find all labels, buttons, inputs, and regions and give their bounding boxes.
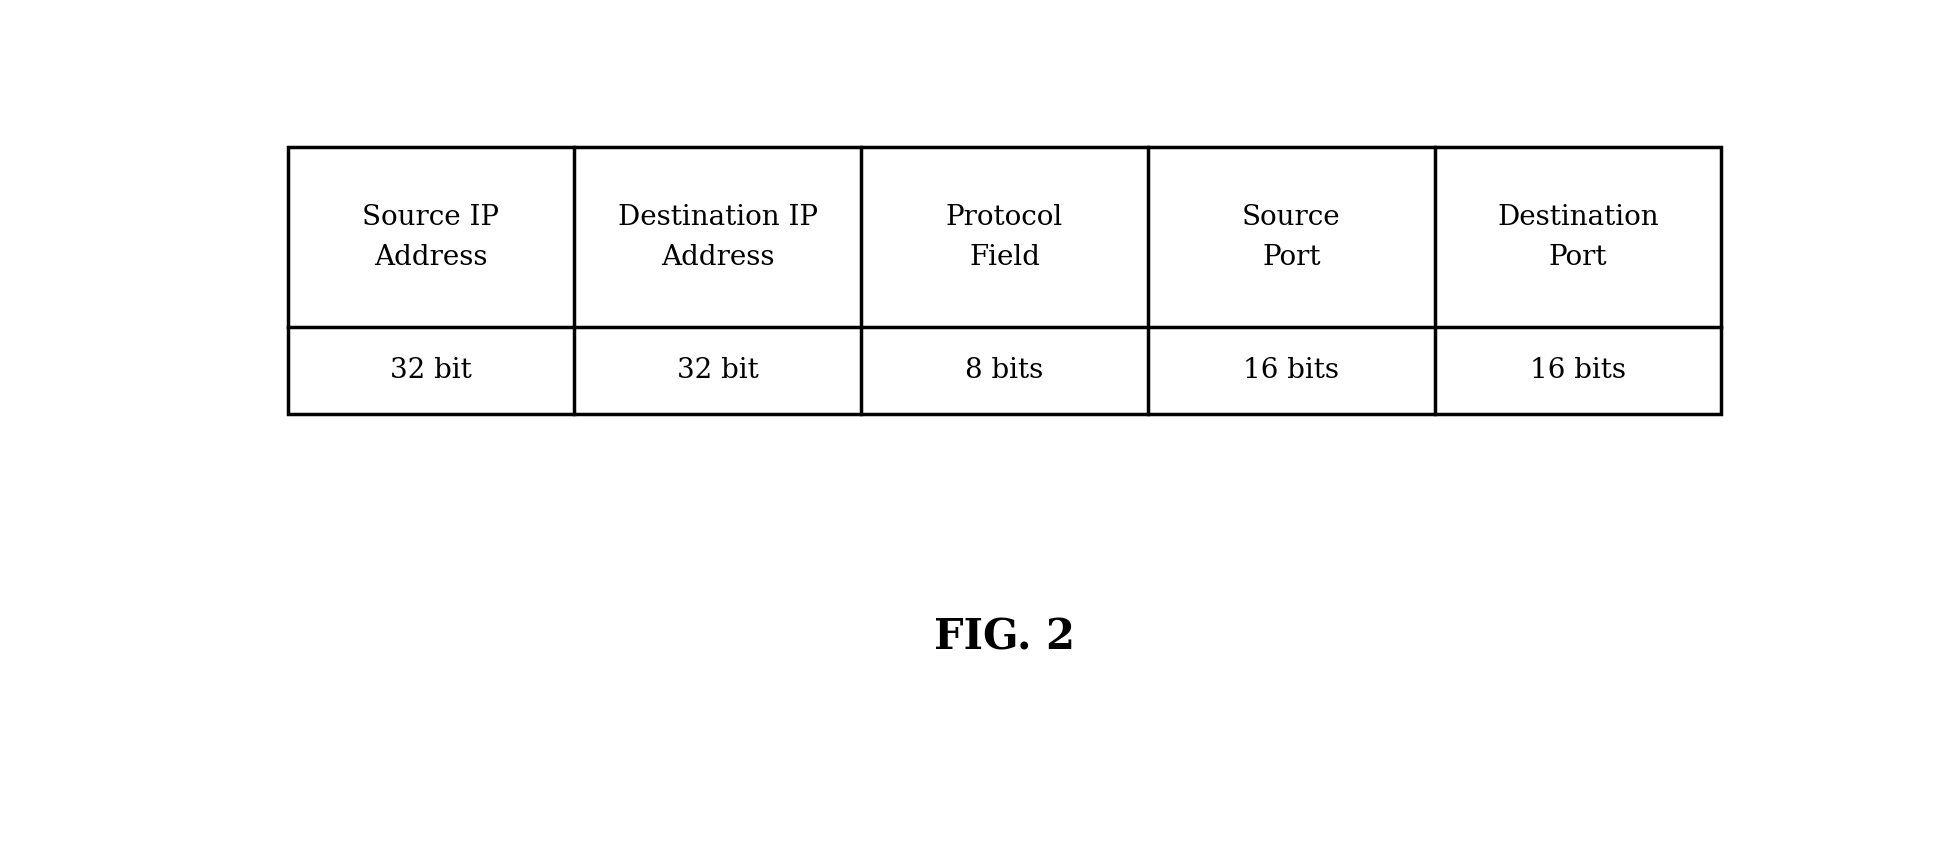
Text: 16 bits: 16 bits <box>1531 357 1627 385</box>
Text: FIG. 2: FIG. 2 <box>935 617 1074 658</box>
Text: 32 bit: 32 bit <box>676 357 759 385</box>
Text: Source IP
Address: Source IP Address <box>363 204 500 270</box>
Text: Source
Port: Source Port <box>1243 204 1341 270</box>
Text: 32 bit: 32 bit <box>390 357 472 385</box>
Bar <box>288 147 1721 414</box>
Text: Destination IP
Address: Destination IP Address <box>617 204 817 270</box>
Text: Protocol
Field: Protocol Field <box>947 204 1062 270</box>
Text: 8 bits: 8 bits <box>966 357 1043 385</box>
Text: Destination
Port: Destination Port <box>1497 204 1658 270</box>
Text: 16 bits: 16 bits <box>1243 357 1339 385</box>
